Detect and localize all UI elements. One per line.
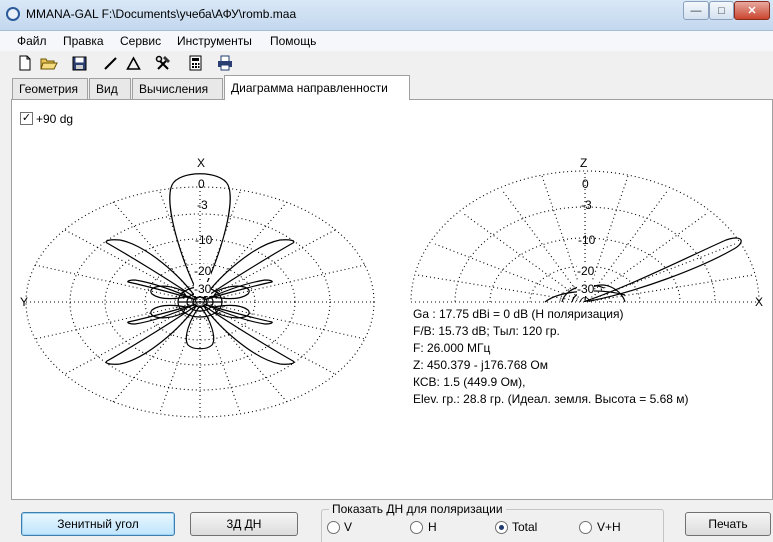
new-file-icon[interactable] (16, 54, 34, 72)
radio-v-plus-h-label: V+H (597, 520, 621, 534)
front-back-readout: F/B: 15.73 dB; Тыл: 120 гр. (413, 324, 560, 338)
vertical-ring-label: -3 (581, 198, 592, 212)
radio-v-plus-h[interactable] (579, 521, 592, 534)
zenith-angle-button[interactable]: Зенитный угол (21, 512, 175, 536)
radio-total-label: Total (512, 520, 538, 534)
window-title: MMANA-GAL F:\Documents\учеба\АФУ\romb.ma… (26, 7, 297, 21)
impedance-readout: Z: 450.379 - j176.768 Ом (413, 358, 548, 372)
tab-radiation-pattern[interactable]: Диаграмма направленности (224, 75, 410, 100)
app-icon (6, 7, 20, 21)
horizontal-ring-label: -30 (194, 282, 212, 296)
plus90-checkbox[interactable]: ✓ (20, 112, 33, 125)
tab-geometry[interactable]: Геометрия (12, 78, 88, 99)
toolbar (0, 51, 773, 75)
calculator-icon[interactable] (186, 54, 204, 72)
elevation-readout: Elev. гр.: 28.8 гр. (Идеал. земля. Высот… (413, 392, 689, 406)
tab-strip: Геометрия Вид Вычисления Диаграмма напра… (0, 75, 773, 100)
horizontal-axis-left-label: Y (20, 295, 29, 309)
vertical-axis-top-label: Z (580, 156, 588, 170)
vertical-pattern-curve (544, 237, 742, 303)
pattern-3d-button[interactable]: 3Д ДН (190, 512, 298, 536)
print-icon[interactable] (216, 54, 234, 72)
save-icon[interactable] (70, 54, 88, 72)
swr-readout: КСВ: 1.5 (449.9 Ом), (413, 375, 526, 389)
gain-readout: Ga : 17.75 dBi = 0 dB (H поляризация) (413, 307, 624, 321)
pattern-diagrams (25, 170, 760, 418)
vertical-ring-label: -30 (577, 282, 595, 296)
menu-service[interactable]: Сервис (120, 34, 162, 48)
line-tool-icon[interactable] (101, 54, 119, 72)
menu-tools[interactable]: Инструменты (177, 34, 252, 48)
polarization-group-label: Показать ДН для поляризации (329, 502, 506, 516)
title-bar: MMANA-GAL F:\Documents\учеба\АФУ\romb.ma… (0, 0, 773, 31)
horizontal-ring-label: -20 (194, 264, 212, 278)
radio-h-label: H (428, 520, 437, 534)
radio-v[interactable] (327, 521, 340, 534)
plus90-label: +90 dg (36, 112, 74, 126)
frequency-readout: F: 26.000 МГц (413, 341, 491, 355)
vertical-ring-label: -10 (578, 233, 596, 247)
pattern-panel (11, 99, 773, 500)
menu-edit[interactable]: Правка (63, 34, 104, 48)
horizontal-pattern-curve (105, 173, 295, 365)
tab-view[interactable]: Вид (89, 78, 131, 99)
vertical-ring-label: 0 (582, 177, 589, 191)
radio-total[interactable] (495, 521, 508, 534)
menu-bar: Файл Правка Сервис Инструменты Помощь (0, 31, 773, 51)
maximize-button[interactable]: □ (709, 1, 734, 20)
open-folder-icon[interactable] (40, 54, 58, 72)
tools-icon[interactable] (154, 54, 172, 72)
radio-h[interactable] (410, 521, 423, 534)
menu-help[interactable]: Помощь (270, 34, 317, 48)
horizontal-axis-top-label: X (197, 156, 206, 170)
menu-file[interactable]: Файл (17, 34, 47, 48)
radio-v-label: V (344, 520, 353, 534)
tab-calculations[interactable]: Вычисления (132, 78, 223, 99)
triangle-tool-icon[interactable] (124, 54, 142, 72)
horizontal-ring-label: -10 (195, 233, 213, 247)
horizontal-ring-label: 0 (198, 177, 205, 191)
vertical-ring-label: -20 (577, 264, 595, 278)
close-button[interactable]: ✕ (734, 1, 770, 20)
vertical-axis-right-label: X (755, 295, 764, 309)
horizontal-ring-label: -3 (197, 198, 208, 212)
minimize-button[interactable]: — (683, 1, 709, 20)
print-button[interactable]: Печать (685, 512, 771, 536)
